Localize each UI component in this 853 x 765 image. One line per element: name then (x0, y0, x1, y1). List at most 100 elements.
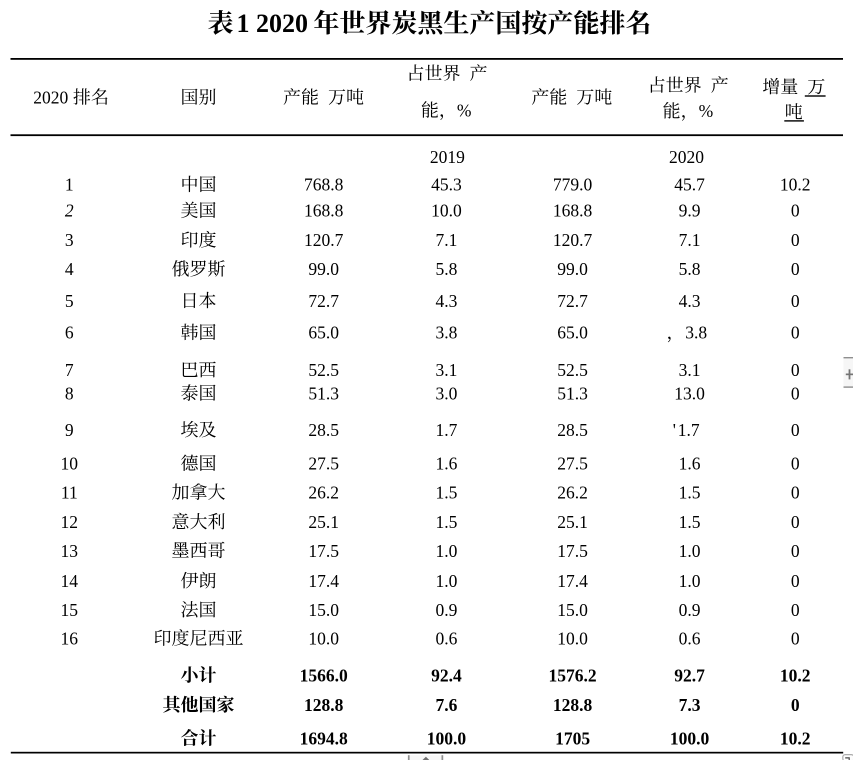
svg-text:10.2: 10.2 (780, 665, 811, 685)
svg-text:3.8: 3.8 (435, 323, 457, 343)
svg-text:16: 16 (61, 629, 79, 649)
svg-text:7.1: 7.1 (679, 230, 701, 250)
svg-text:10.0: 10.0 (308, 629, 339, 649)
svg-text:168.8: 168.8 (553, 201, 593, 221)
svg-text:2020: 2020 (669, 147, 704, 167)
svg-text:17.5: 17.5 (557, 541, 588, 561)
svg-text:768.8: 768.8 (304, 175, 344, 195)
svg-text:120.7: 120.7 (553, 230, 593, 250)
svg-text:72.7: 72.7 (308, 291, 339, 311)
svg-text:1.7: 1.7 (435, 420, 457, 440)
svg-text:27.5: 27.5 (557, 454, 588, 474)
svg-text:0: 0 (791, 323, 800, 343)
svg-text:6: 6 (65, 323, 74, 343)
svg-text:51.3: 51.3 (557, 383, 588, 403)
svg-text:1576.2: 1576.2 (549, 665, 597, 685)
svg-text:0: 0 (791, 571, 800, 591)
svg-text:15.0: 15.0 (557, 600, 588, 620)
svg-text:2: 2 (65, 201, 74, 221)
svg-text:120.7: 120.7 (304, 230, 344, 250)
svg-text:65.0: 65.0 (308, 323, 339, 343)
svg-text:52.5: 52.5 (308, 360, 339, 380)
svg-text:25.1: 25.1 (308, 512, 339, 532)
svg-text:13: 13 (61, 541, 79, 561)
svg-text:92.7: 92.7 (674, 665, 705, 685)
svg-text:72.7: 72.7 (557, 291, 588, 311)
svg-text:27.5: 27.5 (308, 454, 339, 474)
svg-text:0: 0 (791, 383, 800, 403)
svg-text:5.8: 5.8 (435, 259, 457, 279)
svg-text:1566.0: 1566.0 (300, 665, 348, 685)
svg-text:28.5: 28.5 (557, 420, 588, 440)
svg-text:11: 11 (61, 483, 78, 503)
svg-text:7.6: 7.6 (435, 695, 457, 715)
svg-text:0: 0 (791, 360, 800, 380)
svg-text:1.6: 1.6 (679, 454, 701, 474)
svg-text:0: 0 (791, 291, 800, 311)
svg-text:99.0: 99.0 (557, 259, 588, 279)
svg-text:2020: 2020 (33, 87, 68, 107)
svg-text:4.3: 4.3 (435, 291, 457, 311)
svg-text:45.7: 45.7 (674, 175, 705, 195)
svg-text:3.8: 3.8 (685, 323, 707, 343)
svg-text:1.5: 1.5 (679, 483, 701, 503)
svg-text:10: 10 (61, 454, 79, 474)
svg-text:1.0: 1.0 (435, 571, 457, 591)
svg-text:9: 9 (65, 420, 74, 440)
svg-text:8: 8 (65, 383, 74, 403)
svg-text:%: % (457, 100, 472, 120)
svg-text:1.5: 1.5 (435, 512, 457, 532)
svg-text:51.3: 51.3 (308, 383, 339, 403)
svg-text:0: 0 (791, 600, 800, 620)
svg-text:5: 5 (65, 291, 74, 311)
svg-text:168.8: 168.8 (304, 201, 344, 221)
svg-text:%: % (699, 101, 714, 121)
svg-text:1 2020: 1 2020 (237, 9, 309, 38)
svg-text:0: 0 (791, 629, 800, 649)
svg-text:26.2: 26.2 (557, 483, 588, 503)
svg-text:7.3: 7.3 (679, 695, 701, 715)
svg-text:28.5: 28.5 (308, 420, 339, 440)
svg-text:2019: 2019 (430, 147, 465, 167)
svg-text:1.5: 1.5 (679, 512, 701, 532)
svg-text:17.4: 17.4 (557, 571, 588, 591)
svg-text:128.8: 128.8 (304, 695, 344, 715)
svg-text:0: 0 (791, 483, 800, 503)
svg-text:3.1: 3.1 (679, 360, 701, 380)
svg-text:0: 0 (791, 230, 800, 250)
svg-text:52.5: 52.5 (557, 360, 588, 380)
svg-text:1: 1 (65, 175, 74, 195)
svg-text:1.0: 1.0 (679, 541, 701, 561)
svg-text:100.0: 100.0 (427, 728, 467, 748)
svg-text:9.9: 9.9 (679, 201, 701, 221)
svg-text:1.5: 1.5 (435, 483, 457, 503)
svg-text:92.4: 92.4 (431, 665, 462, 685)
svg-text:7.1: 7.1 (435, 230, 457, 250)
svg-text:128.8: 128.8 (553, 695, 593, 715)
svg-text:0: 0 (791, 420, 800, 440)
svg-text:0.9: 0.9 (679, 600, 701, 620)
svg-text:45.3: 45.3 (431, 175, 462, 195)
svg-text:5.8: 5.8 (679, 259, 701, 279)
svg-text:100.0: 100.0 (670, 728, 710, 748)
svg-text:0: 0 (791, 454, 800, 474)
svg-text:10.2: 10.2 (780, 175, 811, 195)
svg-text:7: 7 (65, 360, 74, 380)
svg-text:1.0: 1.0 (435, 541, 457, 561)
svg-text:0: 0 (791, 512, 800, 532)
svg-text:1.6: 1.6 (435, 454, 457, 474)
svg-text:17.4: 17.4 (308, 571, 339, 591)
svg-text:1.7: 1.7 (678, 420, 700, 440)
svg-text:15: 15 (61, 600, 79, 620)
svg-text:25.1: 25.1 (557, 512, 588, 532)
svg-text:17.5: 17.5 (308, 541, 339, 561)
svg-text:0.6: 0.6 (435, 629, 457, 649)
svg-text:14: 14 (61, 571, 79, 591)
svg-text:99.0: 99.0 (308, 259, 339, 279)
svg-text:779.0: 779.0 (553, 175, 593, 195)
svg-text:12: 12 (61, 512, 79, 532)
svg-text:10.0: 10.0 (557, 629, 588, 649)
svg-text:1705: 1705 (555, 728, 590, 748)
svg-text:0: 0 (791, 695, 800, 715)
svg-text:1694.8: 1694.8 (300, 728, 348, 748)
